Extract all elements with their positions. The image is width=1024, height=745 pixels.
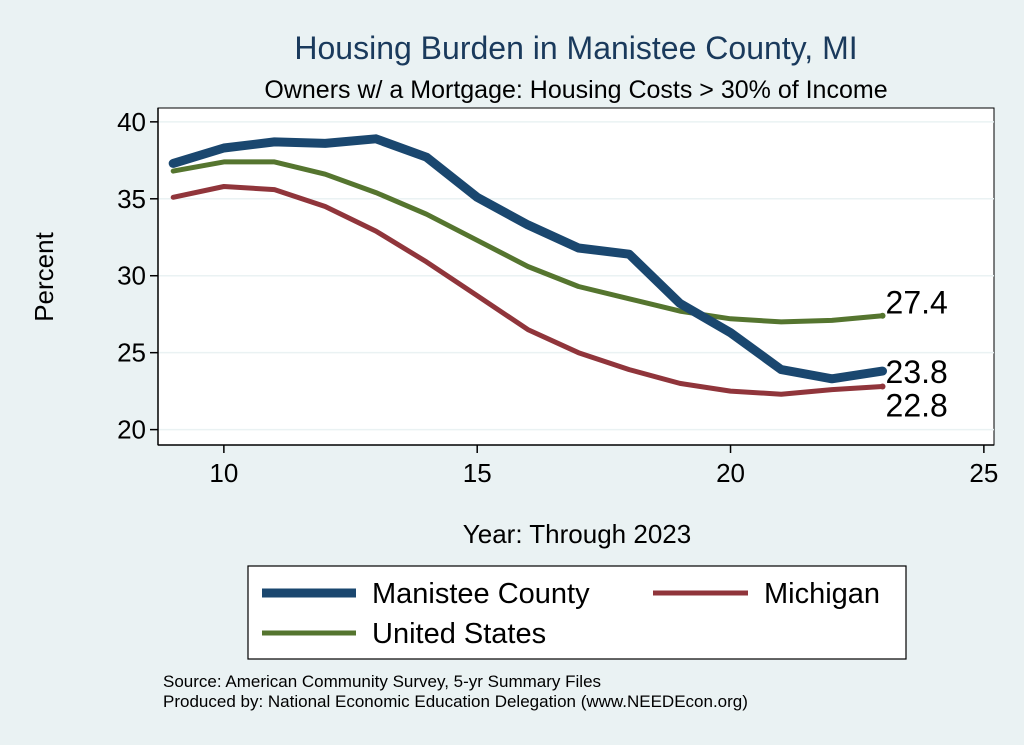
x-tick-label: 10: [209, 458, 238, 488]
legend-label-michigan: Michigan: [764, 578, 880, 610]
tick-labels: 20 25 30 35 40 10 15 20 25: [117, 107, 998, 488]
x-tick-label: 20: [716, 458, 745, 488]
legend: Manistee County Michigan United States: [247, 565, 907, 660]
end-label-manistee-county: 23.8: [886, 354, 948, 390]
legend-label-manistee-county: Manistee County: [372, 578, 590, 610]
y-axis-label: Percent: [29, 231, 59, 321]
x-tick-label: 25: [969, 458, 998, 488]
y-tick-label: 20: [117, 415, 146, 445]
x-axis-label: Year: Through 2023: [463, 519, 691, 549]
legend-box: [247, 565, 907, 660]
end-label-michigan: 22.8: [886, 388, 948, 424]
source-line-2: Produced by: National Economic Education…: [163, 692, 748, 711]
end-label-united-states: 27.4: [886, 285, 948, 321]
axes: [157, 108, 994, 446]
chart-subtitle: Owners w/ a Mortgage: Housing Costs > 30…: [264, 76, 887, 104]
y-tick-label: 35: [117, 184, 146, 214]
y-tick-label: 25: [117, 338, 146, 368]
x-tick-label: 15: [463, 458, 492, 488]
end-marker-manistee-county: [879, 368, 886, 375]
legend-label-united-states: United States: [372, 618, 546, 650]
series-line-united-states: [170, 159, 885, 325]
end-marker-michigan: [879, 383, 886, 390]
end-marker-united-states: [879, 312, 886, 319]
chart-title: Housing Burden in Manistee County, MI: [294, 30, 857, 66]
series-lines: [168, 134, 887, 397]
series-line-michigan: [170, 184, 885, 397]
series-line-manistee-county: [168, 134, 887, 384]
y-tick-label: 40: [117, 107, 146, 137]
source-line-1: Source: American Community Survey, 5-yr …: [163, 672, 601, 691]
plot-area: [157, 107, 995, 446]
end-markers: [879, 312, 886, 390]
y-tick-label: 30: [117, 261, 146, 291]
end-labels: 22.8 27.4 23.8: [886, 285, 948, 424]
